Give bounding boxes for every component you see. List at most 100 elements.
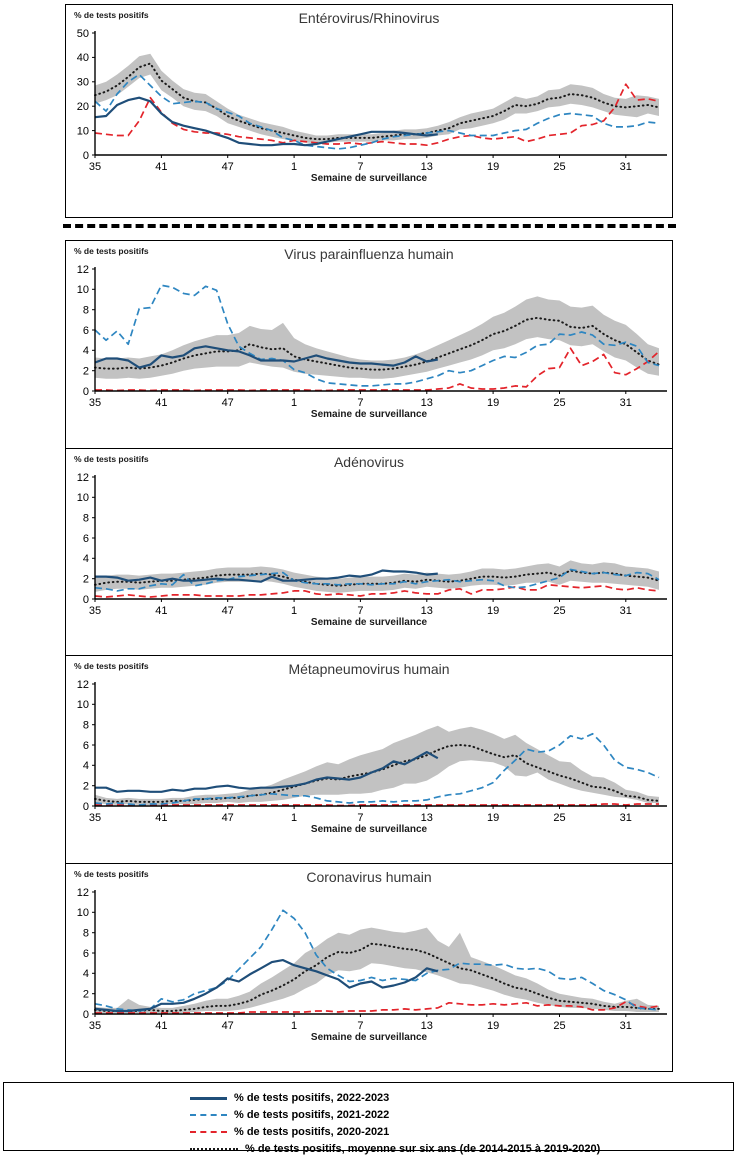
svg-text:4: 4	[83, 345, 89, 357]
svg-text:2: 2	[83, 781, 89, 793]
svg-text:35: 35	[89, 397, 101, 409]
legend-label: % de tests positifs, 2022-2023	[234, 1092, 390, 1104]
chart-enterovirus-rhinovirus: % de tests positifs Entérovirus/Rhinovir…	[65, 4, 673, 218]
svg-text:12: 12	[77, 471, 89, 483]
enterovirus-rhinovirus-plot: 0 10 20 30 40 50 35 41 47 1 7 13 19 25 31	[77, 28, 667, 173]
svg-text:31: 31	[620, 605, 632, 617]
svg-text:47: 47	[222, 161, 234, 173]
chart-parainfluenza: % de tests positifs Virus parainfluenza …	[65, 240, 673, 449]
y-axis-label: % de tests positifs	[74, 868, 149, 879]
svg-text:13: 13	[421, 161, 433, 173]
svg-text:13: 13	[421, 605, 433, 617]
svg-text:41: 41	[155, 812, 167, 824]
svg-text:4: 4	[83, 553, 89, 565]
chart-title: Entérovirus/Rhinovirus	[298, 10, 440, 26]
six-year-range-band	[95, 725, 659, 805]
legend-item-2021-2022: % de tests positifs, 2021-2022	[190, 1107, 733, 1124]
svg-text:7: 7	[357, 605, 363, 617]
svg-text:47: 47	[222, 1020, 234, 1032]
svg-text:41: 41	[155, 161, 167, 173]
svg-text:31: 31	[620, 1020, 632, 1032]
dashed-separator	[63, 224, 676, 228]
svg-text:0: 0	[83, 801, 89, 813]
svg-text:10: 10	[77, 699, 89, 711]
parainfluenza-plot: 0 2 4 6 8 10 12 35 41 47 1 7 13 19 25 31	[77, 264, 667, 409]
chart-header: % de tests positifs Coronavirus humain	[66, 864, 672, 886]
svg-text:47: 47	[222, 812, 234, 824]
y-axis-label: % de tests positifs	[74, 246, 149, 256]
x-axis-label: Semaine de surveillance	[310, 1031, 428, 1043]
adenovirus-plot: 0 2 4 6 8 10 12 35 41 47 1 7 13 19 25 31	[77, 471, 667, 617]
x-axis-label: Semaine de surveillance	[310, 616, 428, 628]
svg-text:10: 10	[77, 284, 89, 296]
six-year-range-band	[95, 296, 659, 379]
svg-text:25: 25	[553, 161, 565, 173]
legend-swatch-dotted-black-icon	[190, 1148, 238, 1150]
svg-text:6: 6	[83, 532, 89, 544]
svg-text:10: 10	[77, 492, 89, 504]
svg-text:6: 6	[83, 947, 89, 959]
six-year-range-band	[95, 559, 659, 593]
svg-text:41: 41	[155, 605, 167, 617]
svg-text:2: 2	[83, 988, 89, 1000]
chart-metapneumovirus: % de tests positifs Métapneumovirus huma…	[65, 655, 673, 864]
svg-text:1: 1	[291, 605, 297, 617]
legend-item-2020-2021: % de tests positifs, 2020-2021	[190, 1124, 733, 1141]
svg-text:0: 0	[83, 593, 89, 605]
coronavirus-plot: 0 2 4 6 8 10 12 35 41 47 1 7 13 19 25 31	[77, 886, 667, 1032]
svg-text:1: 1	[291, 1020, 297, 1032]
svg-text:6: 6	[83, 325, 89, 337]
svg-text:0: 0	[83, 386, 89, 398]
y-axis-label: % de tests positifs	[74, 453, 149, 464]
svg-text:0: 0	[83, 1008, 89, 1020]
chart-header: % de tests positifs Entérovirus/Rhinovir…	[66, 5, 672, 27]
svg-text:13: 13	[421, 397, 433, 409]
svg-text:41: 41	[155, 1020, 167, 1032]
svg-text:35: 35	[89, 161, 101, 173]
svg-text:25: 25	[553, 812, 565, 824]
svg-text:8: 8	[83, 512, 89, 524]
svg-text:12: 12	[77, 679, 89, 691]
legend: % de tests positifs, 2022-2023 % de test…	[3, 1081, 734, 1155]
svg-text:47: 47	[222, 605, 234, 617]
y-axis-label: % de tests positifs	[74, 661, 149, 671]
legend-label: % de tests positifs, moyenne sur six ans…	[245, 1143, 601, 1155]
svg-text:41: 41	[155, 397, 167, 409]
svg-text:4: 4	[83, 968, 89, 980]
svg-text:1: 1	[291, 812, 297, 824]
svg-text:1: 1	[291, 161, 297, 173]
svg-text:31: 31	[620, 812, 632, 824]
svg-text:19: 19	[487, 161, 499, 173]
svg-text:8: 8	[83, 305, 89, 317]
chart-title: Adénovirus	[333, 453, 405, 470]
svg-text:7: 7	[357, 161, 363, 173]
chart-coronavirus: % de tests positifs Coronavirus humain 0…	[65, 862, 673, 1072]
svg-text:19: 19	[487, 397, 499, 409]
svg-text:30: 30	[77, 77, 89, 89]
legend-swatch-dashed-red-icon	[190, 1131, 227, 1133]
svg-text:35: 35	[89, 812, 101, 824]
svg-text:20: 20	[77, 101, 89, 113]
chart-adenovirus: % de tests positifs Adénovirus 0 2 4 6 8 10 12…	[65, 447, 673, 657]
svg-text:8: 8	[83, 927, 89, 939]
svg-text:12: 12	[77, 886, 89, 898]
legend-item-moyenne-six-ans: % de tests positifs, moyenne sur six ans…	[190, 1141, 733, 1158]
svg-text:50: 50	[77, 28, 89, 40]
chart-title: Virus parainfluenza humain	[284, 246, 454, 262]
metapneumovirus-plot: 0 2 4 6 8 10 12 35 41 47 1 7 13 19 25 31	[77, 679, 667, 824]
legend-item-2022-2023: % de tests positifs, 2022-2023	[190, 1090, 733, 1107]
svg-text:25: 25	[553, 1020, 565, 1032]
svg-text:12: 12	[77, 264, 89, 276]
svg-text:25: 25	[553, 397, 565, 409]
svg-text:19: 19	[487, 605, 499, 617]
svg-text:35: 35	[89, 1020, 101, 1032]
svg-text:19: 19	[487, 1020, 499, 1032]
svg-text:31: 31	[620, 161, 632, 173]
chart-header: % de tests positifs Virus parainfluenza …	[66, 241, 672, 263]
svg-text:4: 4	[83, 760, 89, 772]
svg-text:13: 13	[421, 812, 433, 824]
svg-text:47: 47	[222, 397, 234, 409]
svg-text:1: 1	[291, 397, 297, 409]
svg-text:8: 8	[83, 720, 89, 732]
